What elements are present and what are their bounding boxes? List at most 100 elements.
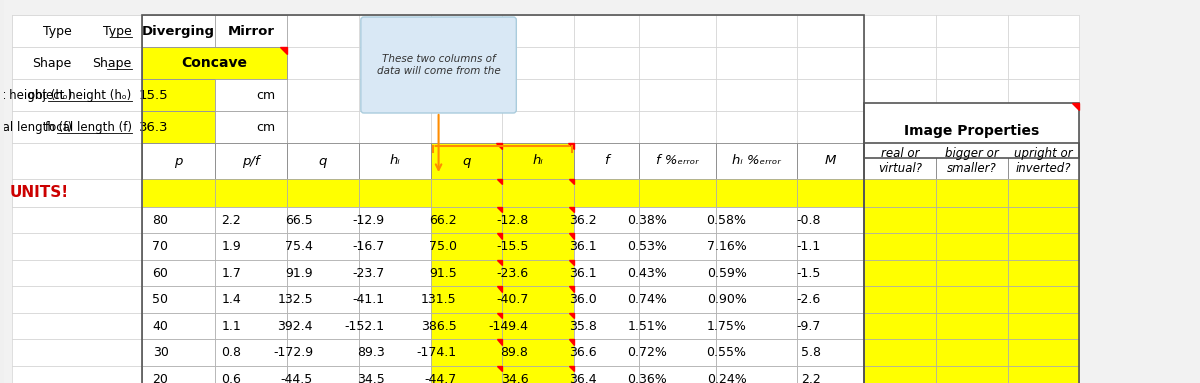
Bar [215,111,287,143]
Text: hᵢ: hᵢ [389,154,400,167]
Bar [12,79,142,111]
Text: 20: 20 [152,373,168,383]
Bar [215,286,287,313]
Bar [638,111,715,143]
Bar [359,207,431,234]
Text: hᵢ: hᵢ [533,154,544,167]
Text: -23.6: -23.6 [496,267,528,280]
Bar [864,286,936,313]
Bar [12,47,142,79]
Text: Mirror: Mirror [228,25,275,38]
Bar [574,260,638,286]
Bar [574,366,638,383]
Bar [142,366,215,383]
Bar [715,339,797,366]
Text: Shape: Shape [32,57,72,69]
Bar [359,339,431,366]
Bar [359,260,431,286]
Text: 0.90%: 0.90% [707,293,746,306]
Text: 0.72%: 0.72% [628,346,667,359]
Bar [936,207,1008,234]
Bar [215,234,287,260]
Text: 91.5: 91.5 [428,267,456,280]
Bar [638,260,715,286]
Bar [1008,260,1080,286]
Bar [715,179,797,207]
Polygon shape [569,207,574,213]
Bar [215,313,287,339]
Bar [215,260,287,286]
Bar [715,47,797,79]
Text: 89.8: 89.8 [500,346,528,359]
Bar [359,260,431,286]
Bar [12,15,142,47]
Bar [503,111,574,143]
Bar [797,234,864,260]
Bar [1008,143,1080,179]
Bar [864,15,936,47]
Text: -1.1: -1.1 [797,240,821,253]
Text: virtual?: virtual? [878,162,922,175]
Bar [574,111,638,143]
Bar [1008,286,1080,313]
Bar [431,179,503,207]
Text: f %ₑᵣᵣₒᵣ: f %ₑᵣᵣₒᵣ [656,154,698,167]
Bar [287,313,359,339]
Bar [574,366,638,383]
Bar [431,313,503,339]
Polygon shape [569,366,574,372]
Bar [715,286,797,313]
Bar [142,207,215,234]
Bar [864,260,936,286]
Text: 36.6: 36.6 [569,346,596,359]
Bar [215,207,287,234]
Bar [715,79,797,111]
Bar [638,79,715,111]
Bar [142,47,287,79]
Text: 1.7: 1.7 [221,267,241,280]
Bar [12,286,142,313]
Bar [715,339,797,366]
Bar [287,207,359,234]
Bar [936,179,1008,207]
Polygon shape [497,260,503,265]
Bar [574,79,638,111]
Bar [574,286,638,313]
Bar [287,234,359,260]
Bar [638,179,715,207]
Text: -15.5: -15.5 [496,240,528,253]
Bar [431,143,503,179]
Bar [142,179,215,207]
Bar [1008,234,1080,260]
Text: 60: 60 [152,267,168,280]
Bar [715,234,797,260]
Text: -172.9: -172.9 [272,346,313,359]
Bar [864,260,936,286]
Polygon shape [569,313,574,319]
Bar [797,79,864,111]
Polygon shape [280,47,287,54]
Bar [503,207,574,234]
Bar [936,179,1008,207]
Bar [215,366,287,383]
Bar [1008,179,1080,207]
Bar [431,339,503,366]
Text: 0.58%: 0.58% [707,214,746,227]
Bar [359,286,431,313]
Text: 2.2: 2.2 [802,373,821,383]
Bar [431,260,503,286]
Bar [715,234,797,260]
Text: 1.51%: 1.51% [628,320,667,333]
Bar [638,339,715,366]
Bar [142,313,215,339]
Bar [574,339,638,366]
Bar [215,339,287,366]
Text: p: p [174,154,182,167]
Bar [287,207,359,234]
Bar [638,47,715,79]
Bar [638,143,715,179]
Bar [142,111,215,143]
Bar [797,313,864,339]
Bar [503,79,574,111]
Bar [715,366,797,383]
